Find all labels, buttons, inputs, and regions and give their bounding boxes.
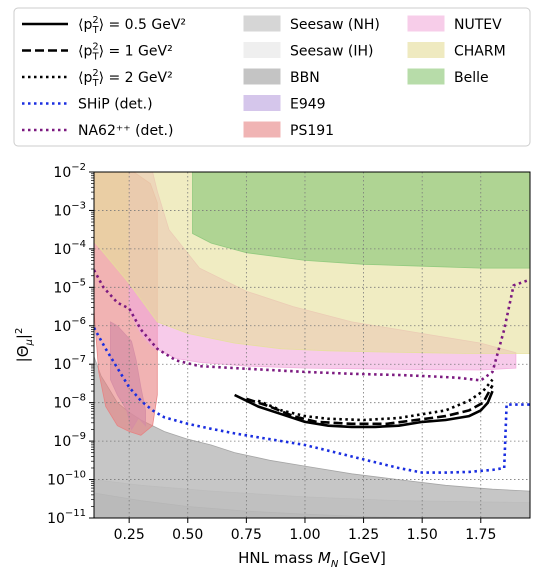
legend-patch-swatch bbox=[243, 42, 281, 58]
y-tick-label: 10−5 bbox=[53, 277, 86, 296]
plot-inner bbox=[94, 172, 530, 518]
series-line bbox=[245, 384, 494, 426]
legend-patch-swatch bbox=[243, 68, 281, 85]
legend-line-label: ⟨p2 T⟩ = 1 GeV² bbox=[78, 42, 173, 63]
y-tick-label: 10−8 bbox=[53, 393, 86, 412]
x-tick-label: 0.50 bbox=[172, 527, 203, 543]
x-tick-label: 1.25 bbox=[348, 527, 379, 543]
legend-line-label: ⟨p2 T⟩ = 0.5 GeV² bbox=[78, 15, 186, 36]
y-axis-label: |Θμ|2 bbox=[14, 328, 35, 363]
legend-patch-label: NUTEV bbox=[454, 17, 502, 33]
legend-patch-label: Seesaw (IH) bbox=[290, 44, 373, 60]
plot-area: 0.25 0.50 0.75 1.00 1.25 1.50 1.75 10−11 10−10 10… bbox=[14, 162, 531, 570]
y-tick-label: 10−11 bbox=[47, 508, 86, 527]
x-tick-label: 1.50 bbox=[407, 527, 438, 543]
legend-patch-label: PS191 bbox=[290, 123, 334, 139]
legend-patch-swatch bbox=[243, 95, 281, 111]
x-tick-label: 0.75 bbox=[231, 527, 262, 543]
x-tick-label: 1.75 bbox=[465, 527, 496, 543]
legend-patch-swatch bbox=[243, 15, 281, 32]
y-tick-label: 10−9 bbox=[53, 431, 86, 450]
y-tick-label: 10−6 bbox=[53, 316, 86, 335]
legend-patch-swatch bbox=[407, 15, 445, 32]
legend-patch-label: Belle bbox=[454, 70, 489, 86]
legend-line-label: SHiP (det.) bbox=[78, 97, 153, 113]
series-line bbox=[94, 327, 530, 474]
legend-patch-label: BBN bbox=[290, 70, 320, 86]
x-tick-label: 1.00 bbox=[289, 527, 320, 543]
legend-patch-label: CHARM bbox=[454, 44, 506, 60]
legend-patch-label: E949 bbox=[290, 97, 326, 113]
legend-patch-swatch bbox=[407, 42, 445, 58]
legend-line-label: ⟨p2 T⟩ = 2 GeV² bbox=[78, 68, 173, 89]
y-tick-label: 10−2 bbox=[53, 162, 86, 181]
series-line bbox=[234, 390, 494, 429]
legend-line-label: NA62⁺⁺ (det.) bbox=[78, 123, 173, 139]
region-bbn bbox=[94, 356, 530, 518]
y-tick-label: 10−7 bbox=[53, 354, 86, 373]
y-tick-label: 10−3 bbox=[53, 200, 86, 219]
y-tick-label: 10−10 bbox=[47, 470, 86, 489]
x-axis-label: HNL mass MN [GeV] bbox=[238, 549, 386, 570]
x-tick-label: 0.25 bbox=[114, 527, 145, 543]
legend-patch-label: Seesaw (NH) bbox=[290, 17, 380, 33]
y-tick-label: 10−4 bbox=[53, 239, 86, 258]
legend-patch-swatch bbox=[243, 121, 281, 138]
plot-frame bbox=[93, 171, 531, 519]
legend-patch-swatch bbox=[407, 68, 445, 85]
series-line bbox=[257, 378, 494, 422]
legend: ⟨p2 T⟩ = 0.5 GeV² ⟨p2 T⟩ = 1 GeV² ⟨p2 T⟩ = 2 … bbox=[13, 7, 531, 147]
